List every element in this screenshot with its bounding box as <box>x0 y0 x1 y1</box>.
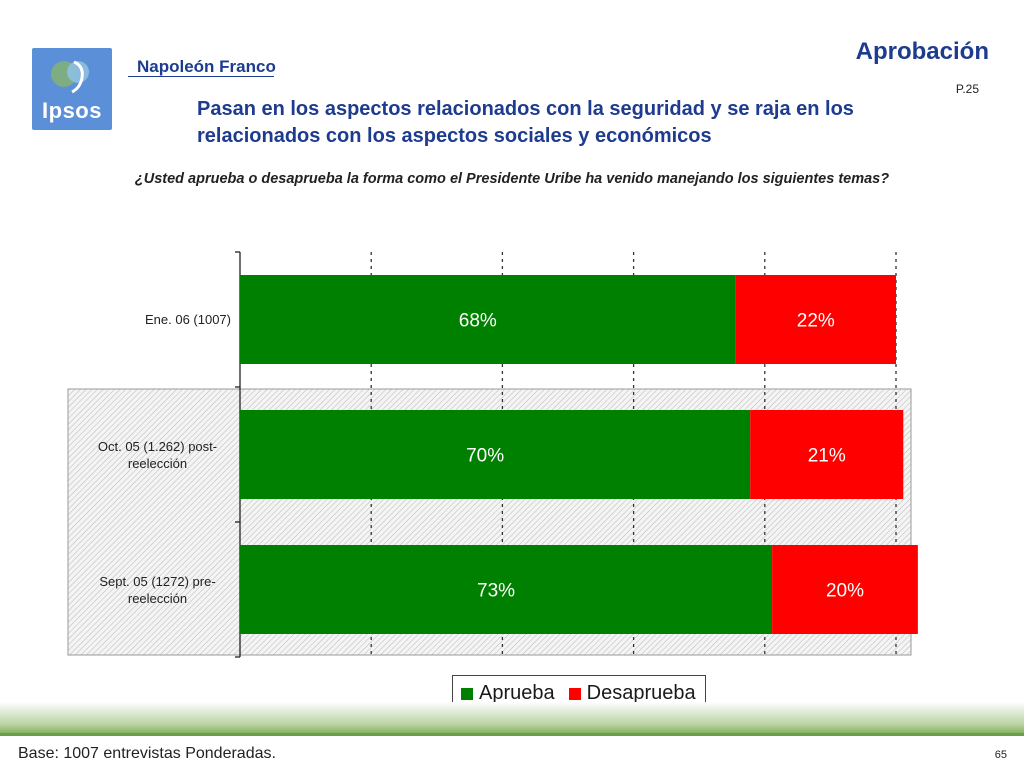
bar-desaprueba-2 <box>772 545 918 634</box>
data-label-desaprueba-0: 22% <box>797 311 835 332</box>
legend-item-desaprueba: Desaprueba <box>568 682 696 705</box>
brand-name: Napoleón Franco <box>137 57 276 76</box>
legend-item-aprueba: Aprueba <box>461 682 555 705</box>
data-label-aprueba-0: 68% <box>459 311 497 332</box>
headline: Pasan en los aspectos relacionados con l… <box>197 98 854 147</box>
bar-aprueba-0 <box>240 275 736 364</box>
brand-underline <box>128 76 274 77</box>
bar-desaprueba-0 <box>735 275 896 364</box>
category-label-0: Ene. 06 (1007) <box>144 312 231 327</box>
footer-gradient-bar <box>0 702 1024 734</box>
logo-figure-icon <box>51 60 89 94</box>
bar-aprueba-2 <box>240 545 773 634</box>
logo-text: Ipsos <box>42 98 102 123</box>
data-label-aprueba-2: 73% <box>477 581 515 602</box>
bar-aprueba-1 <box>240 410 751 499</box>
page-number: 65 <box>994 749 1007 761</box>
base-note: Base: 1007 entrevistas Ponderadas. <box>18 745 276 762</box>
survey-question: ¿Usted aprueba o desaprueba la forma com… <box>134 171 890 187</box>
data-label-desaprueba-2: 20% <box>826 581 864 602</box>
legend-label-desaprueba: Desaprueba <box>586 682 696 704</box>
data-label-aprueba-1: 70% <box>466 446 504 467</box>
data-label-desaprueba-1: 21% <box>808 446 846 467</box>
footer-divider <box>0 733 1024 736</box>
page-title: Aprobación <box>855 38 989 65</box>
legend-label-aprueba: Aprueba <box>479 682 555 704</box>
page-reference: P.25 <box>955 82 979 96</box>
category-label-1: Oct. 05 (1.262) post-reelección <box>97 438 218 471</box>
ipsos-logo: Ipsos <box>32 48 112 130</box>
legend-swatch-desaprueba <box>568 687 581 700</box>
legend-swatch-aprueba <box>461 687 473 700</box>
category-label-2: Sept. 05 (1272) pre-reelección <box>99 573 216 606</box>
bar-desaprueba-1 <box>750 410 904 499</box>
